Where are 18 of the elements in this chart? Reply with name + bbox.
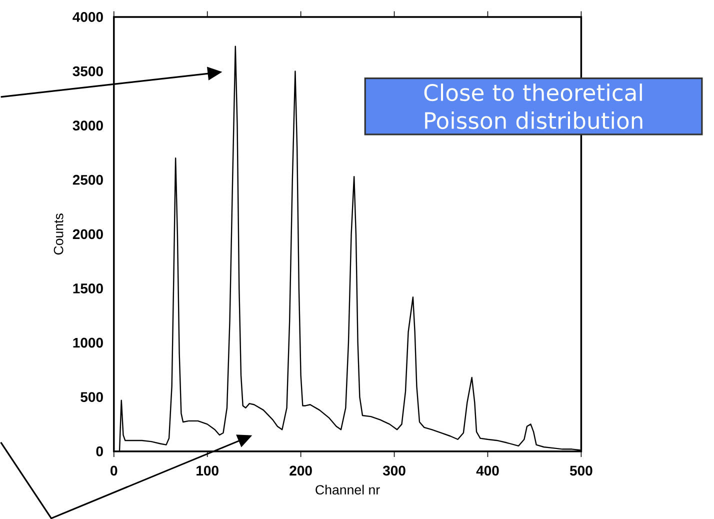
y-tick-label: 500 [80,392,103,402]
x-axis-title: Channel nr [316,484,380,494]
x-tick-label: 300 [382,466,406,476]
y-tick-label: 3500 [72,66,103,76]
x-tick-label: 200 [290,466,312,476]
y-tick-label: 2500 [72,174,103,185]
x-tick-label: 500 [570,466,592,476]
y-axis-title: Counts [54,213,64,255]
y-tick-label: 0 [96,446,103,456]
x-tick-label: 100 [196,466,218,476]
y-tick-label: 1500 [73,283,103,294]
x-tick-label: 0 [110,466,118,476]
x-tick-label: 400 [476,466,499,476]
annotation: Close to theoretical Poisson distribution [424,84,642,130]
y-tick-label: 4000 [72,12,103,22]
y-tick-label: 2000 [72,229,103,240]
y-tick-label: 1000 [73,338,103,348]
y-tick-label: 3000 [72,120,103,130]
